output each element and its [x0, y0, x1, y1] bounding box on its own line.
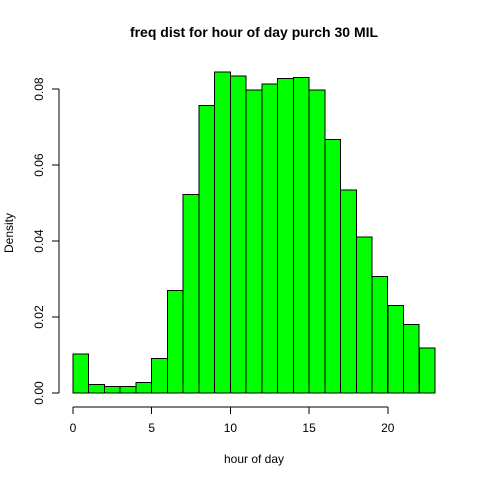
y-axis: 0.00 0.02 0.04 0.06 0.08: [32, 77, 60, 405]
histogram-bar-3: [119, 386, 137, 394]
histogram-bar-15: [308, 89, 326, 394]
histogram-bar-12: [261, 83, 279, 394]
x-axis-label: hour of day: [224, 452, 284, 466]
histogram-bar-10: [229, 75, 247, 394]
histogram-bar-9: [214, 71, 231, 394]
histogram-bar-7: [182, 193, 200, 394]
y-axis-label: Density: [2, 213, 16, 253]
histogram-bar-8: [198, 104, 216, 394]
y-tick-label: 0.06: [32, 153, 46, 177]
x-axis: 0 5 10 15 20: [70, 406, 395, 435]
histogram-bar-22: [418, 347, 436, 394]
histogram-bar-20: [387, 305, 404, 394]
histogram-bar-1: [88, 384, 105, 394]
x-tick-label: 10: [224, 421, 238, 435]
histogram-bar-18: [355, 236, 373, 394]
histogram-bar-19: [371, 275, 389, 394]
x-tick-label: 20: [381, 421, 395, 435]
histogram-bar-14: [292, 77, 310, 394]
histogram-bar-6: [166, 289, 184, 394]
histogram-bar-17: [340, 189, 357, 394]
histogram-bar-16: [324, 139, 341, 394]
histogram-bar-4: [135, 381, 153, 394]
x-tick-label: 0: [70, 421, 77, 435]
y-tick-label: 0.02: [32, 305, 46, 329]
histogram-bar-11: [245, 89, 263, 394]
y-tick-label: 0.04: [32, 229, 46, 253]
x-tick-label: 5: [148, 421, 155, 435]
chart-title: freq dist for hour of day purch 30 MIL: [130, 24, 379, 40]
histogram-bar-13: [277, 78, 294, 394]
histogram-bar-2: [104, 386, 121, 394]
x-tick-label: 15: [302, 421, 316, 435]
histogram-bar-5: [151, 357, 168, 394]
y-tick-label: 0.08: [32, 77, 46, 101]
histogram-bar-21: [403, 324, 420, 394]
bars-group: [72, 71, 436, 394]
y-tick-label: 0.00: [32, 381, 46, 405]
histogram-bar-0: [72, 353, 90, 394]
